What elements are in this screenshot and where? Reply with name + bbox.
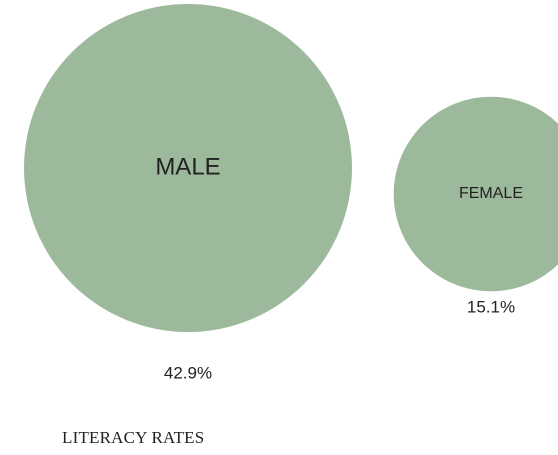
chart-title: LITERACY RATES [62, 428, 205, 447]
value-label-female: 15.1% [467, 297, 515, 316]
bubble-female [393, 96, 558, 292]
category-label-female: FEMALE [459, 185, 523, 202]
bubble-male [24, 4, 352, 332]
bubbles-group: MALE 42.9% FEMALE 15.1% [24, 4, 558, 382]
category-label-male: MALE [155, 153, 220, 180]
value-label-male: 42.9% [164, 363, 212, 382]
